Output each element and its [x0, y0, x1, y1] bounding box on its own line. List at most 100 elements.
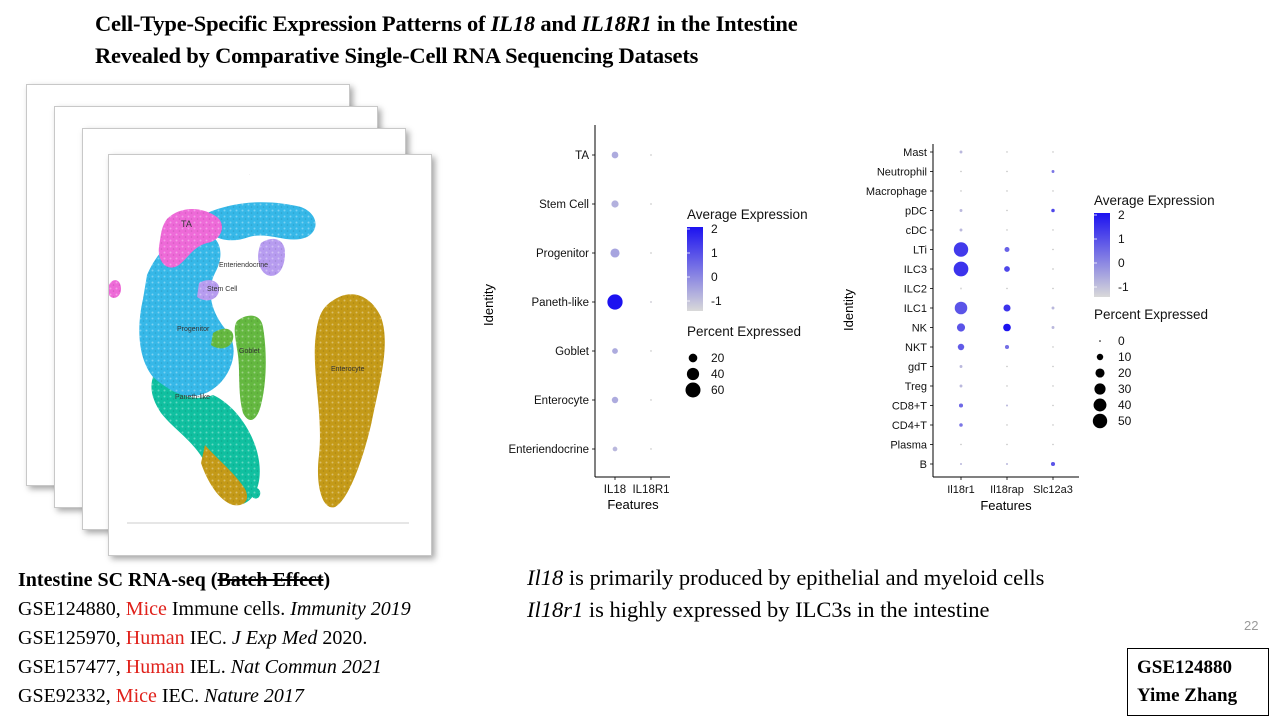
dot-cdc-il18r1 [959, 228, 963, 232]
dot-treg-il18r1 [959, 384, 963, 388]
umap-cluster-label: Progenitor [177, 326, 210, 333]
dotplot-il18-epithelial: TA Stem Cell Progenitor Paneth-like Goblet En… [481, 125, 808, 512]
dot-b-il18r1 [959, 462, 963, 466]
dot-neutrophil-il18rap [1006, 170, 1008, 173]
umap-plot: TA Stem Cell Enteriendocrine Progenitor Gobl… [109, 172, 409, 524]
dot-ilc2-slc12a3 [1052, 287, 1054, 290]
title-line-1: Cell-Type-Specific Expression Patterns o… [95, 11, 798, 36]
x-tick-label: Il18r1 [947, 484, 975, 496]
dot-pdc-slc12a3 [1051, 208, 1055, 213]
y-tick-label: Enteriendocrine [508, 444, 589, 456]
color-legend-label: -1 [711, 294, 722, 308]
dot-enteriendocrine-il18r1 [650, 448, 652, 450]
dot-progenitor-il18 [610, 248, 620, 258]
size-legend-title: Percent Expressed [687, 324, 801, 339]
size-legend-dot [688, 353, 698, 363]
reference-row: GSE124880, Mice Immune cells. Immunity 2… [18, 598, 411, 620]
dot-ilc1-il18r1 [954, 301, 968, 315]
dot-neutrophil-slc12a3 [1051, 170, 1055, 173]
umap-cluster-label: TA [181, 219, 192, 229]
color-legend-title: Average Expression [1094, 193, 1215, 208]
umap-cluster-texture [314, 294, 385, 508]
title-line-2: Revealed by Comparative Single-Cell RNA … [95, 43, 699, 68]
size-legend-dot [1099, 340, 1101, 342]
color-legend-title: Average Expression [687, 207, 808, 222]
reference-row: GSE92332, Mice IEC. Nature 2017 [18, 685, 304, 707]
umap-cluster-texture [197, 280, 220, 301]
dot-cd4-t-il18rap [1006, 424, 1008, 426]
page-number: 22 [1244, 618, 1259, 633]
dot-ilc1-slc12a3 [1051, 306, 1055, 310]
dot-lti-il18r1 [953, 242, 969, 257]
y-axis-title: Identity [841, 289, 856, 331]
size-legend-dot [1092, 413, 1108, 429]
svg-text:.: . [249, 172, 250, 176]
size-legend-dot [686, 367, 700, 381]
umap-cluster-texture [207, 202, 316, 241]
summary-line-1: Il18 is primarily produced by epithelial… [527, 565, 1045, 590]
dot-cd4-t-slc12a3 [1052, 424, 1054, 426]
size-legend-label: 60 [711, 383, 725, 397]
size-legend-dot [1096, 353, 1104, 361]
size-legend-label: 20 [711, 351, 725, 365]
color-legend-label: 1 [1118, 232, 1125, 246]
dot-goblet-il18 [612, 348, 618, 354]
dot-enteriendocrine-il18 [612, 446, 618, 452]
umap-cluster-label: Paneth-like [175, 394, 210, 401]
size-legend-label: 20 [1118, 366, 1132, 380]
y-tick-label: Macrophage [866, 186, 927, 198]
dataset-id: GSE124880 [1137, 657, 1233, 678]
color-legend-label: 2 [711, 222, 718, 236]
umap-cluster-texture [139, 232, 234, 397]
dot-enterocyte-il18r1 [650, 399, 652, 401]
size-legend-label: 30 [1118, 382, 1132, 396]
size-legend-dot [1094, 383, 1106, 395]
umap-cluster-texture [158, 209, 222, 268]
y-tick-label: Neutrophil [877, 167, 927, 179]
dot-ilc1-il18rap [1003, 304, 1011, 312]
y-axis-title: Identity [481, 284, 496, 326]
y-tick-label: LTi [913, 245, 927, 257]
dot-ta-il18 [611, 151, 619, 159]
dot-stem-cell-il18r1 [650, 203, 652, 205]
y-tick-label: CD4+T [892, 420, 927, 432]
dot-goblet-il18r1 [650, 350, 652, 352]
color-legend-label: 2 [1118, 208, 1125, 222]
umap-cluster-label: Stem Cell [207, 286, 238, 293]
dot-nk-il18rap [1003, 323, 1011, 332]
size-legend-label: 50 [1118, 414, 1132, 428]
umap-cluster-texture [258, 238, 285, 276]
color-legend-label: 1 [711, 246, 718, 260]
dot-cd4-t-il18r1 [959, 423, 963, 427]
dot-plasma-il18r1 [960, 443, 962, 446]
dot-macrophage-il18rap [1006, 190, 1008, 192]
dot-nkt-slc12a3 [1052, 346, 1054, 348]
y-tick-label: Paneth-like [531, 297, 589, 309]
umap-cluster-texture [201, 445, 248, 506]
x-tick-label: Slc12a3 [1033, 484, 1073, 496]
author-name: Yime Zhang [1137, 685, 1238, 706]
dot-mast-il18r1 [959, 150, 963, 154]
umap-figure-stack: TA Stem Cell Enteriendocrine Progenitor Gobl… [20, 80, 440, 560]
y-tick-label: ILC1 [904, 303, 927, 315]
slide-title: Cell-Type-Specific Expression Patterns o… [95, 8, 798, 72]
umap-cluster-texture [234, 315, 266, 420]
color-legend-label: -1 [1118, 280, 1129, 294]
dot-cdc-slc12a3 [1052, 229, 1054, 231]
umap-cluster-label: Enteriendocrine [219, 262, 268, 269]
dataset-references: Intestine SC RNA-seq (Batch Effect) GSE1… [18, 566, 411, 711]
dot-lti-slc12a3 [1052, 248, 1054, 251]
x-axis-title: Features [980, 498, 1032, 513]
dot-plasma-slc12a3 [1052, 443, 1054, 446]
color-legend-bar [687, 227, 703, 311]
dot-gdt-slc12a3 [1052, 365, 1054, 368]
dot-ta-il18r1 [650, 154, 652, 156]
umap-plot-page: TA Stem Cell Enteriendocrine Progenitor Gobl… [108, 154, 432, 556]
y-tick-label: Enterocyte [534, 395, 589, 407]
dot-neutrophil-il18r1 [960, 170, 962, 173]
dot-nkt-il18rap [1004, 344, 1010, 350]
dot-cd8-t-il18rap [1005, 404, 1009, 407]
y-tick-label: gdT [908, 362, 927, 374]
dot-mast-slc12a3 [1052, 151, 1054, 153]
dot-enterocyte-il18 [611, 396, 619, 404]
